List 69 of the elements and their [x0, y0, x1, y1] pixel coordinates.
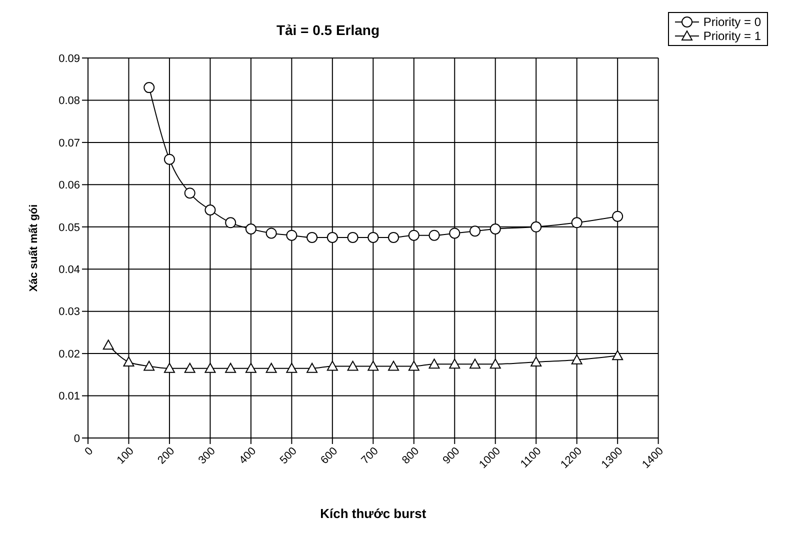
point: [490, 224, 501, 234]
x-tick-label: 600: [318, 445, 340, 467]
point: [326, 232, 338, 243]
x-tick-label: 800: [400, 445, 422, 467]
y-tick-label: 0: [74, 432, 80, 445]
x-tick-label: 400: [237, 445, 259, 467]
point: [225, 362, 236, 373]
point: [470, 358, 480, 369]
point: [286, 230, 298, 241]
point: [470, 226, 480, 237]
point: [204, 362, 216, 373]
y-tick-label: 0.02: [58, 348, 80, 360]
y-tick-label: 0.01: [58, 390, 80, 403]
point: [266, 362, 277, 373]
point: [571, 217, 582, 228]
y-tick-label: 0.04: [58, 264, 80, 276]
point: [347, 360, 358, 371]
point: [286, 362, 298, 373]
x-tick-label: 0: [82, 445, 96, 458]
point: [388, 232, 400, 243]
y-tick-label: 0.03: [58, 306, 80, 318]
x-tick-label: 300: [196, 445, 218, 467]
y-axis-title: Xác suất mất gói: [28, 204, 40, 292]
x-tick-label: 200: [156, 445, 178, 467]
legend-label: Priority = 1: [703, 29, 761, 43]
point: [225, 217, 236, 228]
x-tick-label: 900: [440, 445, 462, 467]
y-tick-label: 0.07: [58, 137, 80, 150]
x-tick-label: 100: [114, 445, 136, 467]
point: [612, 210, 624, 222]
point: [164, 362, 175, 373]
point: [164, 154, 175, 165]
y-tick-label: 0.09: [58, 52, 80, 65]
point: [102, 340, 114, 350]
point: [408, 230, 420, 241]
point: [184, 362, 196, 373]
point: [408, 360, 420, 371]
point: [368, 360, 379, 371]
y-tick-label: 0.06: [58, 180, 80, 192]
point: [490, 358, 501, 369]
point: [144, 360, 155, 371]
point: [368, 232, 379, 243]
y-tick-label: 0.05: [58, 222, 80, 234]
point: [245, 224, 256, 234]
point: [326, 360, 338, 371]
point: [571, 354, 582, 364]
point: [530, 221, 542, 232]
point: [428, 358, 440, 369]
point: [184, 188, 196, 199]
point: [123, 356, 134, 366]
chart-title: Tải = 0.5 Erlang: [275, 22, 381, 38]
x-tick-label: 700: [359, 445, 381, 467]
point: [306, 232, 318, 243]
point: [144, 82, 155, 94]
point: [612, 350, 624, 360]
x-axis-title: Kích thước burst: [320, 506, 427, 521]
point: [449, 228, 460, 239]
point: [530, 356, 542, 366]
point: [388, 360, 400, 371]
x-tick-label: 500: [278, 445, 300, 467]
point: [266, 228, 277, 239]
point: [245, 362, 256, 373]
point: [347, 232, 358, 243]
point: [204, 204, 216, 216]
y-tick-label: 0.08: [58, 95, 80, 108]
legend-label: Priority = 0: [703, 15, 761, 29]
point: [428, 230, 440, 241]
point: [449, 358, 460, 369]
point: [306, 362, 318, 373]
